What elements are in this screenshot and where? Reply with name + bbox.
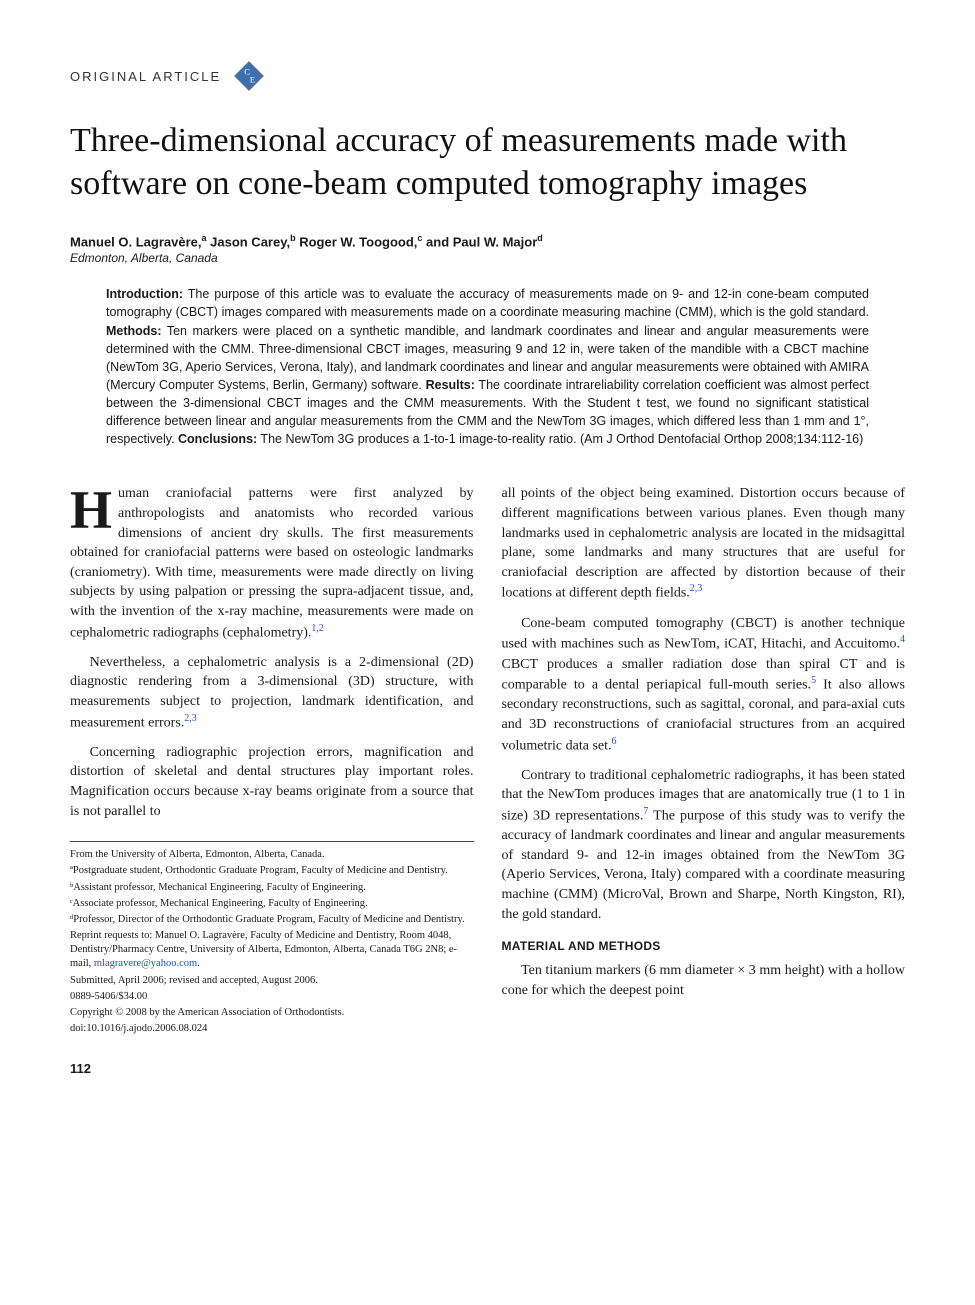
body-p2-text: Nevertheless, a cephalometric analysis i… (70, 655, 474, 730)
section-label: ORIGINAL ARTICLE (70, 69, 221, 84)
right-column: all points of the object being examined.… (502, 484, 906, 1078)
body-r-p4: Ten titanium markers (6 mm diameter × 3 … (502, 961, 906, 1000)
footnote-copyright: Copyright © 2008 by the American Associa… (70, 1006, 474, 1020)
footnote-line: ᵈProfessor, Director of the Orthodontic … (70, 913, 474, 927)
abstract-intro: The purpose of this article was to evalu… (106, 287, 869, 319)
authors-line: Manuel O. Lagravère,a Jason Carey,b Roge… (70, 233, 905, 249)
body-p3-text: Concerning radiographic projection error… (70, 745, 474, 819)
footnote-reprint: Reprint requests to: Manuel O. Lagravère… (70, 929, 474, 972)
footnote-line: From the University of Alberta, Edmonton… (70, 848, 474, 862)
abstract-intro-lead: Introduction: (106, 287, 183, 301)
body-r-p1: all points of the object being examined.… (502, 484, 906, 603)
footnote-line: ᶜAssociate professor, Mechanical Enginee… (70, 897, 474, 911)
body-r-p4-text: Ten titanium markers (6 mm diameter × 3 … (502, 963, 906, 998)
article-header: ORIGINAL ARTICLE C E (70, 60, 905, 92)
body-r-p2: Cone-beam computed tomography (CBCT) is … (502, 614, 906, 756)
ref-link[interactable]: 2,3 (184, 713, 197, 724)
body-p1-text: uman craniofacial patterns were first an… (70, 486, 474, 640)
body-r-p3b: The purpose of this study was to verify … (502, 809, 906, 922)
footnotes-block: From the University of Alberta, Edmonton… (70, 841, 474, 1036)
abstract-concl: The NewTom 3G produces a 1-to-1 image-to… (257, 432, 863, 446)
body-p3: Concerning radiographic projection error… (70, 743, 474, 821)
left-column: Human craniofacial patterns were first a… (70, 484, 474, 1078)
affiliation-location: Edmonton, Alberta, Canada (70, 251, 905, 265)
ref-link[interactable]: 4 (900, 634, 905, 645)
ce-badge-icon: C E (233, 60, 265, 92)
body-r-p2a: Cone-beam computed tomography (CBCT) is … (502, 616, 906, 652)
reprint-email-link[interactable]: mlagravere@yahoo.com (94, 958, 197, 969)
svg-text:E: E (250, 74, 255, 84)
abstract-concl-lead: Conclusions: (178, 432, 257, 446)
abstract-results-lead: Results: (426, 378, 475, 392)
footnote-issn: 0889-5406/$34.00 (70, 990, 474, 1004)
page-number: 112 (70, 1060, 474, 1078)
abstract-methods-lead: Methods: (106, 324, 162, 338)
reprint-text-b: . (197, 958, 200, 969)
footnote-submitted: Submitted, April 2006; revised and accep… (70, 974, 474, 988)
dropcap: H (70, 484, 118, 534)
footnote-line: ᵇAssistant professor, Mechanical Enginee… (70, 881, 474, 895)
footnote-doi: doi:10.1016/j.ajodo.2006.08.024 (70, 1022, 474, 1036)
body-p2: Nevertheless, a cephalometric analysis i… (70, 653, 474, 733)
body-r-p1-text: all points of the object being examined.… (502, 486, 906, 601)
footnote-line: ªPostgraduate student, Orthodontic Gradu… (70, 864, 474, 878)
section-heading-materials: MATERIAL AND METHODS (502, 938, 906, 955)
body-columns: Human craniofacial patterns were first a… (70, 484, 905, 1078)
article-title: Three-dimensional accuracy of measuremen… (70, 120, 905, 205)
body-p1: Human craniofacial patterns were first a… (70, 484, 474, 642)
body-r-p3: Contrary to traditional cephalometric ra… (502, 766, 906, 924)
ref-link[interactable]: 6 (612, 736, 617, 747)
ref-link[interactable]: 2,3 (690, 583, 703, 594)
abstract-block: Introduction: The purpose of this articl… (70, 285, 905, 448)
ref-link[interactable]: 1,2 (311, 623, 324, 634)
